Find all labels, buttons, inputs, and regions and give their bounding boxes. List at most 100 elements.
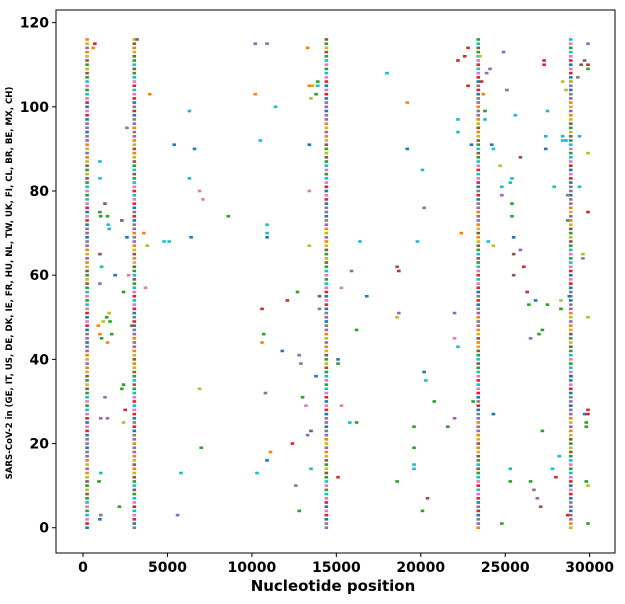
mutation-marker [85, 139, 89, 142]
mutation-marker [85, 202, 89, 205]
mutation-marker [324, 206, 329, 210]
mutation-marker [324, 387, 329, 391]
mutation-marker [568, 261, 573, 264]
mutation-marker [476, 480, 481, 483]
mutation-marker [476, 395, 481, 399]
mutation-marker [85, 290, 89, 294]
mutation-marker [476, 202, 481, 205]
mutation-marker [85, 341, 89, 344]
mutation-marker [456, 59, 460, 62]
mutation-marker [568, 307, 573, 311]
mutation-marker [582, 59, 587, 62]
mutation-marker [476, 328, 481, 332]
mutation-marker [508, 181, 513, 184]
mutation-marker [476, 454, 481, 458]
mutation-marker [85, 366, 89, 370]
mutation-marker [132, 76, 137, 79]
mutation-marker [577, 185, 582, 189]
mutation-marker [162, 240, 166, 243]
mutation-marker [294, 484, 298, 487]
mutation-marker [132, 442, 137, 445]
mutation-marker [324, 341, 329, 344]
mutation-marker [542, 63, 546, 67]
mutation-marker [132, 168, 137, 172]
mutation-marker [107, 227, 111, 231]
mutation-marker [132, 509, 137, 513]
mutation-marker [85, 433, 89, 437]
mutation-marker [513, 113, 518, 117]
mutation-marker [552, 185, 556, 189]
mutation-marker [397, 269, 401, 273]
mutation-marker [324, 404, 329, 407]
mutation-marker [508, 480, 513, 483]
mutation-marker [568, 156, 573, 159]
mutation-marker [476, 311, 481, 315]
mutation-marker [280, 349, 285, 353]
mutation-marker [324, 269, 329, 273]
mutation-marker [85, 395, 89, 399]
mutation-marker [132, 156, 137, 159]
mutation-marker [586, 412, 590, 416]
mutation-marker [483, 118, 487, 121]
mutation-marker [85, 417, 89, 420]
mutation-marker [85, 134, 89, 138]
mutation-marker [85, 484, 89, 487]
mutation-marker [568, 395, 573, 399]
mutation-marker [197, 387, 202, 391]
mutation-marker [324, 496, 329, 500]
mutation-marker [132, 282, 137, 285]
mutation-marker [85, 475, 89, 479]
mutation-marker [324, 379, 329, 382]
mutation-marker [85, 286, 89, 290]
mutation-marker [568, 168, 573, 172]
mutation-marker [491, 244, 496, 248]
mutation-marker [405, 101, 410, 104]
mutation-marker [85, 244, 89, 248]
mutation-marker [324, 315, 329, 319]
mutation-marker [324, 358, 329, 361]
mutation-marker [104, 315, 109, 319]
mutation-marker [568, 113, 573, 117]
mutation-marker [560, 139, 565, 142]
mutation-marker [85, 42, 89, 45]
mutation-marker [132, 181, 137, 184]
mutation-marker [85, 522, 89, 525]
mutation-marker [568, 97, 573, 100]
mutation-marker [85, 261, 89, 264]
mutation-marker [85, 282, 89, 285]
mutation-marker [336, 362, 340, 365]
mutation-marker [132, 265, 137, 269]
mutation-marker [265, 223, 269, 226]
mutation-marker [568, 130, 573, 134]
mutation-marker [85, 185, 89, 189]
mutation-marker [565, 513, 570, 517]
mutation-marker [476, 475, 481, 479]
mutation-marker [568, 198, 573, 201]
mutation-marker [132, 227, 137, 231]
y-tick-label: 100 [20, 100, 49, 116]
mutation-marker [476, 421, 481, 424]
mutation-marker [568, 438, 573, 441]
mutation-marker [324, 227, 329, 231]
mutation-marker [412, 425, 416, 429]
mutation-marker [568, 38, 573, 41]
mutation-marker [132, 236, 137, 239]
mutation-marker [476, 303, 481, 306]
mutation-marker [540, 429, 545, 433]
y-tick-label: 20 [30, 437, 50, 453]
mutation-marker [476, 501, 481, 504]
mutation-marker [324, 265, 329, 269]
mutation-marker [132, 189, 137, 193]
mutation-marker [476, 257, 481, 260]
mutation-marker [132, 143, 137, 146]
mutation-marker [324, 362, 329, 365]
mutation-marker [510, 202, 514, 205]
mutation-marker [85, 67, 89, 71]
mutation-marker [85, 315, 89, 319]
mutation-marker [518, 156, 523, 159]
mutation-marker [577, 134, 582, 138]
mutation-marker [476, 526, 481, 530]
mutation-marker [85, 198, 89, 201]
mutation-marker [132, 160, 137, 163]
mutation-marker [85, 480, 89, 483]
